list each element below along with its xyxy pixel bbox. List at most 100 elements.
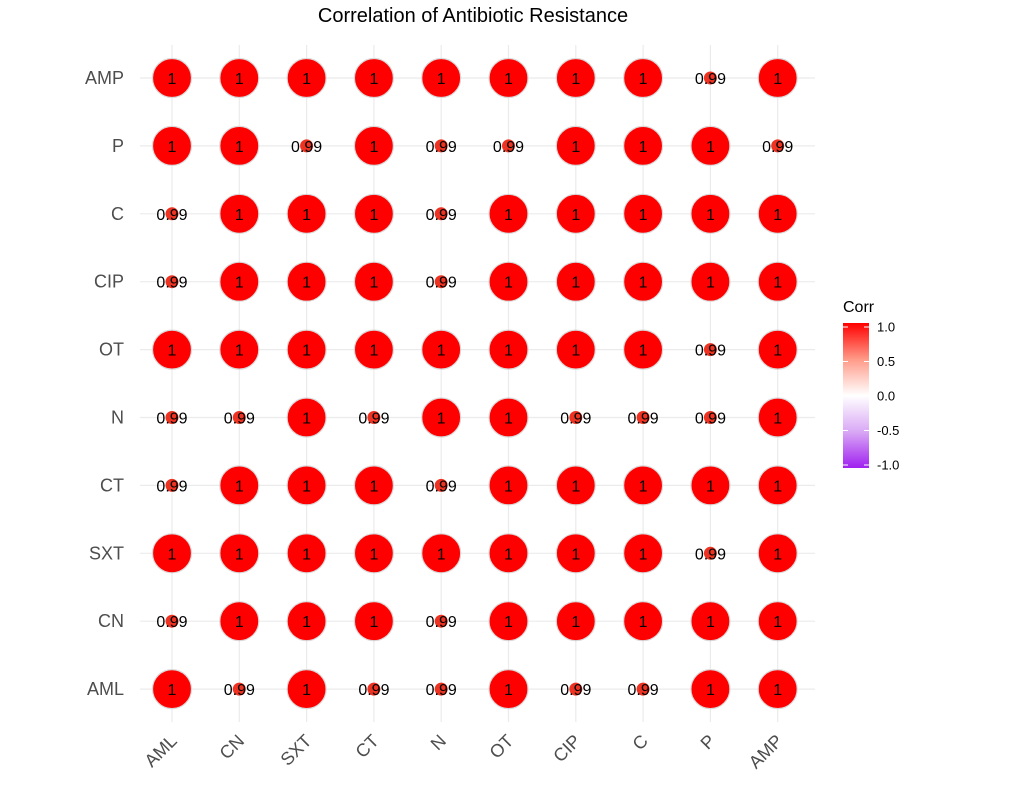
corr-cell-label: 1 bbox=[302, 411, 311, 428]
corr-cell-label: 0.99 bbox=[762, 139, 793, 156]
corr-cell-label: 1 bbox=[235, 207, 244, 224]
corr-cell-label: 1 bbox=[504, 614, 513, 631]
corr-cell-circle bbox=[555, 533, 596, 574]
corr-cell-label: 1 bbox=[302, 478, 311, 495]
cells: 1 1 1 1 1 1 1 1 0.99 1 1 1 0.99 1 0.99 0.99 1 1 1 0.99 0.99 1… bbox=[151, 57, 798, 710]
corr-cell-circle bbox=[219, 57, 260, 99]
corr-cell-circle bbox=[434, 614, 448, 628]
corr-cell-label: 1 bbox=[773, 478, 782, 495]
corr-cell-label: 1 bbox=[369, 275, 378, 292]
corr-cell-circle bbox=[771, 139, 785, 153]
corr-cell-label: 0.99 bbox=[695, 546, 726, 563]
corr-cell-label: 1 bbox=[302, 71, 311, 88]
corr-cell-circle bbox=[219, 329, 260, 370]
corr-cell-label: 0.99 bbox=[358, 682, 389, 699]
corr-cell-label: 0.99 bbox=[560, 682, 591, 699]
corr-cell-circle bbox=[286, 668, 327, 710]
corr-cell-circle bbox=[690, 601, 731, 642]
corr-cell-circle bbox=[488, 465, 529, 506]
corr-cell-circle bbox=[488, 533, 529, 574]
corr-cell-circle bbox=[703, 411, 717, 424]
corr-cell-circle bbox=[353, 601, 394, 642]
corr-cell-label: 1 bbox=[504, 478, 513, 495]
corr-cell-label: 1 bbox=[571, 139, 580, 156]
corr-cell-label: 1 bbox=[302, 275, 311, 292]
x-tick-label: P bbox=[697, 731, 720, 754]
corr-cell-circle bbox=[353, 193, 394, 234]
corr-cell-label: 0.99 bbox=[493, 139, 524, 156]
corr-cell-label: 0.99 bbox=[426, 614, 457, 631]
corr-cell-circle bbox=[488, 261, 529, 302]
corr-cell-circle bbox=[622, 329, 664, 370]
corr-cell-circle bbox=[555, 125, 596, 166]
corr-cell-circle bbox=[757, 465, 798, 506]
corr-cell-label: 0.99 bbox=[156, 207, 187, 224]
corr-cell-label: 1 bbox=[302, 343, 311, 360]
corr-cell-label: 0.99 bbox=[628, 682, 659, 699]
corr-cell-label: 0.99 bbox=[426, 207, 457, 224]
corr-cell-circle bbox=[555, 601, 596, 642]
corr-cell-circle bbox=[219, 601, 260, 642]
corr-cell-label: 1 bbox=[369, 139, 378, 156]
corr-cell-label: 1 bbox=[504, 343, 513, 360]
corr-cell-circle bbox=[488, 193, 529, 234]
y-tick-label: P bbox=[112, 136, 124, 156]
corr-cell-circle bbox=[219, 193, 260, 234]
corr-cell-label: 1 bbox=[773, 411, 782, 428]
corr-cell-circle bbox=[165, 614, 179, 628]
corr-cell-label: 1 bbox=[571, 71, 580, 88]
corr-cell-label: 1 bbox=[369, 546, 378, 563]
legend-tick-label: 0.0 bbox=[877, 389, 895, 404]
corr-cell-label: 1 bbox=[302, 207, 311, 224]
corr-cell-circle bbox=[622, 125, 664, 166]
corr-cell-circle bbox=[690, 668, 731, 710]
corr-cell-label: 0.99 bbox=[224, 411, 255, 428]
corr-cell-label: 1 bbox=[504, 275, 513, 292]
legend-tick-label: -0.5 bbox=[877, 423, 899, 438]
corr-cell-circle bbox=[569, 682, 583, 696]
corr-cell-circle bbox=[434, 682, 448, 696]
corr-cell-label: 0.99 bbox=[156, 614, 187, 631]
corr-cell-label: 1 bbox=[235, 71, 244, 88]
corr-cell-circle bbox=[569, 411, 583, 424]
corr-cell-label: 1 bbox=[706, 275, 715, 292]
corr-cell-circle bbox=[690, 465, 731, 506]
corr-cell-circle bbox=[286, 261, 327, 302]
corr-cell-label: 0.99 bbox=[560, 411, 591, 428]
x-tick-label: CT bbox=[352, 731, 383, 762]
corr-cell-circle bbox=[219, 261, 260, 302]
corr-cell-label: 1 bbox=[437, 546, 446, 563]
corr-cell-label: 0.99 bbox=[426, 139, 457, 156]
corr-cell-circle bbox=[488, 668, 529, 710]
corr-cell-label: 1 bbox=[369, 478, 378, 495]
corr-cell-circle bbox=[757, 668, 798, 710]
y-tick-label: AML bbox=[87, 679, 124, 699]
legend: Corr 1.0 0.5 0.0 -0.5 -1.0 bbox=[843, 299, 899, 473]
x-tick-label: SXT bbox=[277, 731, 316, 770]
corr-cell-circle bbox=[622, 533, 664, 574]
corr-cell-circle bbox=[622, 261, 664, 302]
corr-cell-label: 1 bbox=[302, 614, 311, 631]
corr-cell-label: 1 bbox=[168, 682, 177, 699]
corr-cell-circle bbox=[219, 533, 260, 574]
corr-cell-label: 1 bbox=[706, 139, 715, 156]
corr-cell-circle bbox=[757, 397, 798, 438]
corr-cell-label: 1 bbox=[639, 275, 648, 292]
corr-cell-circle bbox=[434, 478, 448, 492]
corr-cell-label: 0.99 bbox=[695, 411, 726, 428]
y-tick-label: CN bbox=[98, 611, 124, 631]
x-tick-label: AMP bbox=[745, 731, 787, 773]
corr-cell-label: 1 bbox=[437, 411, 446, 428]
corr-cell-circle bbox=[502, 139, 515, 153]
corr-cell-circle bbox=[434, 275, 448, 289]
corr-cell-label: 0.99 bbox=[358, 411, 389, 428]
corr-cell-label: 1 bbox=[504, 546, 513, 563]
corr-cell-circle bbox=[300, 139, 314, 153]
corr-cell-label: 1 bbox=[437, 71, 446, 88]
corr-cell-circle bbox=[165, 478, 179, 492]
x-tick-label: C bbox=[629, 731, 652, 754]
corr-cell-circle bbox=[286, 57, 327, 99]
legend-tick-label: 0.5 bbox=[877, 354, 895, 369]
corr-cell-circle bbox=[151, 329, 193, 370]
corr-cell-label: 1 bbox=[369, 71, 378, 88]
